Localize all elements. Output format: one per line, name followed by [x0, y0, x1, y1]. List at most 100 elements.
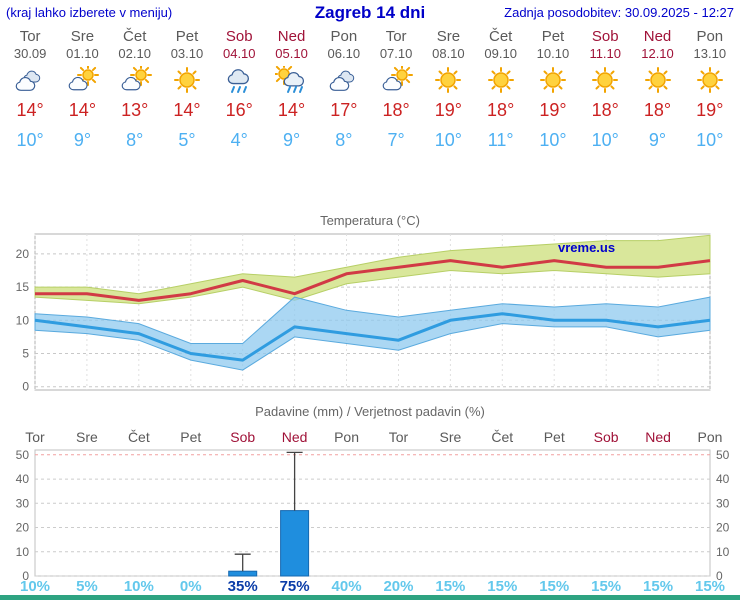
max-temperature: 18°	[591, 100, 619, 120]
min-temperature: 9°	[73, 130, 92, 150]
partly-cloudy-icon	[109, 61, 161, 97]
rain-day-label: Pet	[180, 429, 202, 445]
day-date: 08.10	[432, 46, 465, 61]
day-column[interactable]: Pet 10.10 19° 10°	[527, 28, 579, 151]
day-date: 10.10	[536, 46, 570, 61]
sun-rain-icon	[265, 61, 317, 97]
cloudy-icon	[318, 61, 370, 97]
precip-probability: 15%	[539, 578, 570, 595]
day-column[interactable]: Pon 06.10 17° 8°	[318, 28, 370, 151]
rain-day-label: Sre	[76, 429, 98, 445]
precipitation-day-axis: Tor Sre Čet Pet Sob Ned Pon Tor Sre Čet Pet Sob Ned P…	[0, 429, 740, 445]
precip-probability: 15%	[643, 578, 674, 595]
max-temperature: 14°	[68, 100, 97, 120]
min-temperature: 10°	[16, 130, 44, 150]
precip-probability: 10%	[123, 578, 154, 595]
day-name: Sob	[591, 28, 619, 45]
day-date: 13.10	[693, 46, 727, 61]
max-temperature: 14°	[16, 100, 44, 120]
precip-bar	[280, 510, 310, 577]
sunny-icon	[684, 61, 736, 97]
precip-probability: 20%	[383, 578, 414, 595]
day-name: Čet	[123, 28, 147, 45]
day-column[interactable]: Tor 07.10 18° 7°	[370, 28, 422, 151]
rain-y-tick-right: 10	[716, 545, 730, 559]
day-column[interactable]: Ned 05.10 14° 9°	[265, 28, 317, 151]
day-column[interactable]: Čet 09.10 18° 11°	[475, 28, 527, 151]
day-name: Ned	[643, 28, 672, 45]
partly-cloudy-icon	[370, 61, 422, 97]
day-date: 02.10	[118, 46, 151, 61]
temperature-chart: 0 5 10 15 20 vreme.us	[16, 233, 711, 394]
rain-y-tick-left: 30	[16, 496, 30, 510]
max-temperature: 13°	[121, 100, 149, 120]
day-date: 30.09	[13, 46, 47, 61]
rain-day-label: Čet	[127, 429, 150, 445]
sunny-icon	[475, 61, 527, 97]
day-column[interactable]: Sob 11.10 18° 10°	[579, 28, 631, 151]
max-temperature: 19°	[696, 100, 724, 120]
min-temperature: 10°	[696, 130, 724, 150]
day-column[interactable]: Pon 13.10 19° 10°	[684, 28, 736, 151]
day-column[interactable]: Sob 04.10 16° 4°	[213, 28, 265, 151]
day-column[interactable]: Pet 03.10 14° 5°	[161, 28, 213, 151]
max-temperature: 18°	[643, 100, 672, 120]
rain-day-label: Tor	[25, 429, 45, 445]
watermark: vreme.us	[558, 240, 615, 255]
day-name: Ned	[277, 28, 306, 45]
day-name: Sre	[436, 28, 461, 45]
rain-day-label: Sob	[593, 429, 619, 445]
day-column[interactable]: Sre 08.10 19° 10°	[422, 28, 474, 151]
min-temperature: 4°	[230, 130, 248, 150]
rain-y-tick-left: 40	[16, 472, 30, 486]
day-column[interactable]: Sre 01.10 14° 9°	[56, 28, 108, 151]
day-date: 01.10	[66, 46, 99, 61]
temp-y-tick: 20	[16, 247, 30, 261]
rain-y-tick-right: 40	[716, 472, 730, 486]
max-temperature: 18°	[382, 100, 410, 120]
sunny-icon	[161, 61, 213, 97]
rain-day-label: Tor	[388, 429, 409, 445]
max-temperature: 19°	[434, 100, 462, 120]
sunny-icon	[527, 61, 579, 97]
last-updated: Zadnja posodobitev: 30.09.2025 - 12:27	[504, 5, 734, 20]
day-date: 09.10	[484, 46, 517, 61]
rain-y-tick-left: 20	[16, 521, 30, 535]
max-temp-line	[35, 259, 711, 302]
sunny-icon	[422, 61, 474, 97]
max-temperature: 16°	[225, 100, 253, 120]
min-temperature: 10°	[539, 130, 567, 150]
min-temperature: 10°	[434, 130, 462, 150]
day-name: Pon	[330, 28, 358, 45]
rain-day-label: Ned	[281, 429, 308, 445]
min-temperature: 5°	[178, 130, 196, 150]
precip-probability: 15%	[591, 578, 622, 595]
rain-y-tick-right: 50	[716, 448, 730, 462]
rain-day-label: Sob	[230, 429, 256, 445]
temperature-chart-title: Temperatura (°C)	[320, 213, 420, 228]
day-name: Tor	[385, 28, 407, 45]
precipitation-chart: 0 0 10 10 20 20 30 30 40 40 50 50	[16, 448, 730, 580]
partly-cloudy-icon	[56, 61, 108, 97]
rain-day-label: Pon	[697, 429, 723, 445]
precipitation-chart-title: Padavine (mm) / Verjetnost padavin (%)	[255, 404, 485, 419]
temp-y-tick: 10	[16, 313, 30, 327]
sunny-icon	[579, 61, 631, 97]
min-temperature: 9°	[282, 130, 301, 150]
min-temperature: 8°	[335, 130, 353, 150]
day-column[interactable]: Čet 02.10 13° 8°	[109, 28, 161, 151]
max-temperature: 18°	[487, 100, 515, 120]
day-column[interactable]: Ned 12.10 18° 9°	[631, 28, 683, 151]
day-date: 03.10	[170, 46, 204, 61]
max-temperature: 19°	[539, 100, 567, 120]
rain-day-label: Pon	[334, 429, 359, 445]
rain-plot-area	[34, 449, 711, 577]
day-column[interactable]: Tor 30.09 14° 10°	[4, 28, 56, 151]
cloudy-icon	[4, 61, 56, 97]
min-temp-band	[34, 296, 711, 371]
day-name: Pet	[541, 28, 565, 45]
day-date: 12.10	[641, 46, 674, 61]
day-name: Pon	[696, 28, 724, 45]
min-temperature: 7°	[387, 130, 405, 150]
